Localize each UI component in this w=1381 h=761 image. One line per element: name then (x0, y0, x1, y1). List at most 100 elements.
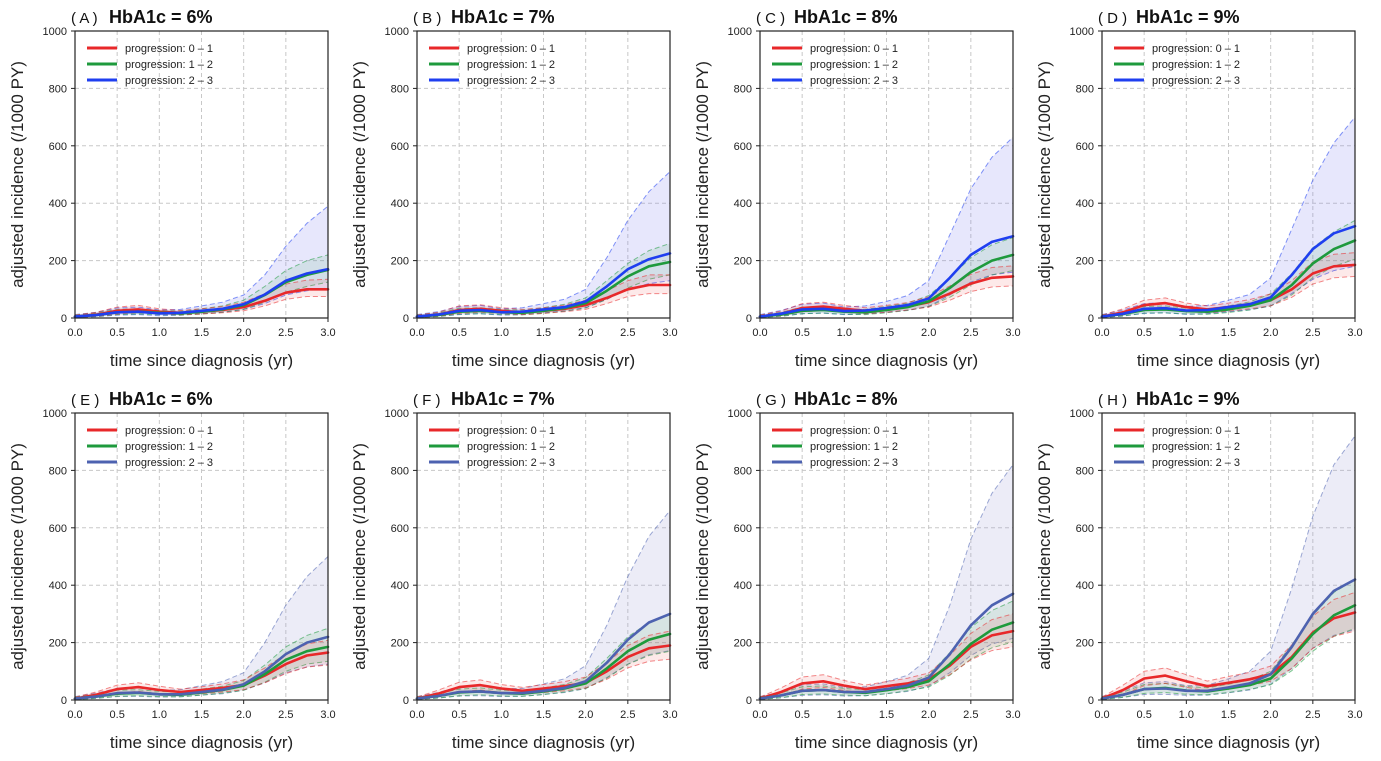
x-tick-label: 3.0 (320, 709, 335, 721)
confidence-band (417, 274, 670, 318)
lower-bound-line (74, 296, 328, 318)
legend-label-3: progression: 2 – 3 (467, 75, 555, 87)
y-tick-label: 400 (49, 580, 67, 592)
x-tick-label: 1.0 (1179, 709, 1194, 721)
panel-title: HbA1c = 6% (109, 389, 213, 409)
y-tick-label: 0 (1088, 695, 1094, 707)
y-tick-label: 600 (734, 523, 752, 535)
x-tick-label: 2.5 (1305, 709, 1320, 721)
y-tick-label: 200 (49, 256, 67, 268)
chart-panel-d: 0.0 0.5 1.0 1.5 2.0 2.5 3.0 0 200 400 600 800 1000 ti… (1035, 7, 1363, 370)
x-tick-label: 0.0 (1094, 327, 1109, 339)
y-tick-label: 200 (734, 256, 752, 268)
lower-bound-line (759, 641, 1014, 700)
legend-label-1: progression: 0 – 1 (810, 43, 898, 55)
chart-panel-f: 0.0 0.5 1.0 1.5 2.0 2.5 3.0 0 200 400 600 800 1000 ti… (350, 389, 678, 752)
series-line-2 (758, 253, 1015, 318)
x-tick-label: 1.0 (1179, 327, 1194, 339)
x-axis-label: time since diagnosis (yr) (1137, 351, 1320, 370)
series-line-3 (1100, 224, 1357, 318)
confidence-band (1102, 117, 1355, 318)
x-tick-label: 3.0 (662, 327, 677, 339)
x-axis-label: time since diagnosis (yr) (795, 733, 978, 752)
x-tick-label: 1.0 (837, 327, 852, 339)
x-tick-label: 2.0 (236, 327, 251, 339)
series-line-3 (73, 267, 330, 318)
x-tick-label: 2.0 (578, 709, 593, 721)
panel-label: ( D ) (1098, 10, 1127, 27)
x-axis-label: time since diagnosis (yr) (1137, 733, 1320, 752)
y-tick-label: 1000 (43, 408, 67, 420)
upper-bound-line (416, 242, 671, 316)
y-tick-label: 0 (61, 695, 67, 707)
legend-label-1: progression: 0 – 1 (1152, 425, 1240, 437)
chart-panel-h: 0.0 0.5 1.0 1.5 2.0 2.5 3.0 0 200 400 600 800 1000 ti… (1035, 389, 1363, 752)
upper-bound-line (74, 278, 329, 316)
chart-panel-g: 0.0 0.5 1.0 1.5 2.0 2.5 3.0 0 200 400 600 800 1000 ti… (693, 389, 1021, 752)
upper-bound-line (74, 205, 329, 316)
y-tick-label: 400 (1076, 580, 1094, 592)
x-tick-label: 1.0 (837, 709, 852, 721)
y-tick-label: 600 (1076, 141, 1094, 153)
x-tick-label: 1.5 (194, 709, 209, 721)
confidence-band (75, 628, 328, 700)
x-tick-label: 1.0 (152, 709, 167, 721)
x-tick-label: 0.0 (752, 709, 767, 721)
panel-title: HbA1c = 7% (451, 389, 555, 409)
y-tick-label: 1000 (1070, 408, 1094, 420)
y-tick-label: 600 (391, 141, 409, 153)
legend-label-2: progression: 1 – 2 (467, 441, 555, 453)
legend-label-1: progression: 0 – 1 (1152, 43, 1240, 55)
x-tick-label: 2.5 (1305, 327, 1320, 339)
y-tick-label: 400 (391, 198, 409, 210)
upper-bound-line (1101, 116, 1356, 316)
confidence-band (417, 510, 670, 700)
x-tick-label: 2.5 (963, 327, 978, 339)
y-tick-label: 800 (49, 465, 67, 477)
legend-label-2: progression: 1 – 2 (1152, 441, 1240, 453)
confidence-band (1102, 436, 1355, 700)
panel-title: HbA1c = 9% (1136, 389, 1240, 409)
lower-bound-line (1101, 627, 1356, 700)
x-tick-label: 2.0 (921, 327, 936, 339)
confidence-band (1102, 592, 1355, 700)
upper-bound-line (759, 265, 1014, 316)
x-tick-label: 0.5 (1137, 709, 1152, 721)
x-tick-label: 0.5 (795, 327, 810, 339)
panel-label: ( E ) (71, 392, 99, 409)
y-tick-label: 1000 (728, 26, 752, 38)
y-tick-label: 0 (403, 313, 409, 325)
y-axis-label: adjusted incidence (/1000 PY) (1035, 61, 1054, 288)
x-tick-label: 1.5 (536, 709, 551, 721)
x-tick-label: 1.0 (152, 327, 167, 339)
y-tick-label: 200 (391, 638, 409, 650)
x-tick-label: 2.0 (236, 709, 251, 721)
x-tick-label: 0.0 (67, 327, 82, 339)
y-tick-label: 800 (49, 83, 67, 95)
y-axis-label: adjusted incidence (/1000 PY) (8, 61, 27, 288)
y-axis-label: adjusted incidence (/1000 PY) (693, 443, 712, 670)
x-tick-label: 0.0 (409, 327, 424, 339)
panel-title: HbA1c = 6% (109, 7, 213, 27)
y-tick-label: 0 (1088, 313, 1094, 325)
chart-panel-c: 0.0 0.5 1.0 1.5 2.0 2.5 3.0 0 200 400 600 800 1000 ti… (693, 7, 1021, 370)
y-axis-label: adjusted incidence (/1000 PY) (350, 61, 369, 288)
x-tick-label: 0.5 (110, 709, 125, 721)
confidence-band (75, 556, 328, 700)
y-tick-label: 1000 (1070, 26, 1094, 38)
x-axis-label: time since diagnosis (yr) (110, 733, 293, 752)
x-tick-label: 2.5 (620, 709, 635, 721)
series-line-3 (415, 612, 672, 700)
series-line-3 (415, 252, 672, 318)
y-tick-label: 800 (391, 83, 409, 95)
confidence-band (1102, 252, 1355, 318)
confidence-band (75, 279, 328, 318)
y-tick-label: 200 (391, 256, 409, 268)
x-axis-label: time since diagnosis (yr) (452, 733, 635, 752)
upper-bound-line (416, 630, 671, 698)
confidence-band (1102, 579, 1355, 700)
y-tick-label: 0 (61, 313, 67, 325)
x-tick-label: 1.0 (494, 327, 509, 339)
lower-bound-line (416, 293, 670, 318)
x-axis-label: time since diagnosis (yr) (795, 351, 978, 370)
